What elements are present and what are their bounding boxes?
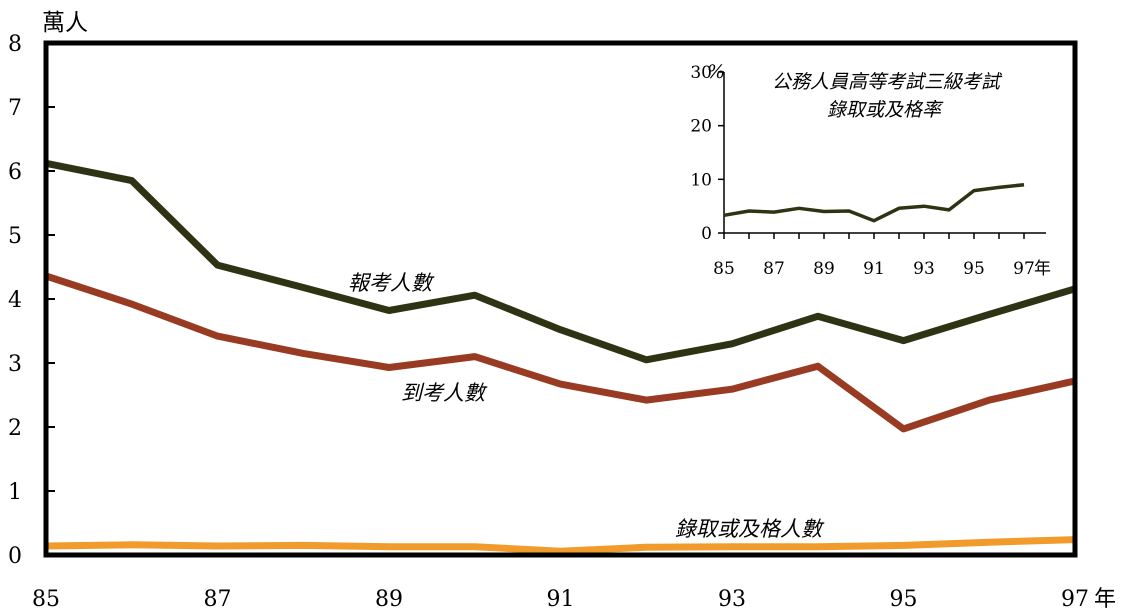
x-axis-year-suffix: 年 bbox=[1094, 587, 1116, 612]
inset-x-tick-label: 87 bbox=[763, 259, 785, 279]
y-tick-label: 2 bbox=[8, 416, 22, 441]
y-tick-label: 0 bbox=[8, 544, 22, 569]
y-tick-label: 4 bbox=[8, 288, 22, 313]
series-line-0 bbox=[45, 159, 1077, 364]
inset-x-tick-label: 85 bbox=[713, 259, 735, 279]
x-tick-label: 89 bbox=[375, 587, 403, 612]
series-line-2 bbox=[45, 536, 1076, 555]
y-tick-label: 6 bbox=[8, 160, 22, 185]
y-tick-label: 5 bbox=[8, 224, 22, 249]
y-tick-label: 1 bbox=[8, 480, 22, 505]
x-tick-label: 95 bbox=[890, 587, 918, 612]
series-label-applicants: 報考人數 bbox=[348, 271, 435, 295]
x-tick-label: 85 bbox=[32, 587, 60, 612]
series-label-examinees: 到考人數 bbox=[401, 381, 488, 405]
inset-y-tick-label: 0 bbox=[701, 224, 712, 244]
inset-y-ticks: 0 10 20 30 bbox=[690, 63, 724, 244]
inset-y-tick-label: 10 bbox=[690, 170, 712, 190]
y-axis-unit-label: 萬人 bbox=[42, 10, 88, 36]
series-label-passed: 錄取或及格人數 bbox=[675, 517, 825, 541]
inset-y-tick-label: 20 bbox=[690, 117, 712, 137]
inset-x-year-suffix: 年 bbox=[1034, 259, 1051, 279]
inset-title-line-2: 錄取或及格率 bbox=[827, 99, 944, 121]
x-tick-label: 93 bbox=[718, 587, 746, 612]
main-series-lines bbox=[44, 159, 1077, 555]
y-tick-label: 3 bbox=[8, 352, 22, 377]
y-tick-label: 7 bbox=[8, 96, 22, 121]
inset-y-unit: % bbox=[707, 61, 725, 83]
inset-title-line-1: 公務人員高等考試三級考試 bbox=[772, 71, 1003, 93]
inset-x-tick-label: 95 bbox=[963, 259, 985, 279]
inset-background bbox=[678, 58, 1054, 290]
x-tick-label: 87 bbox=[204, 587, 232, 612]
inset-x-tick-label: 97 bbox=[1013, 259, 1035, 279]
inset-series-line bbox=[723, 182, 1025, 223]
inset-x-tick-label: 93 bbox=[913, 259, 935, 279]
series-line-1 bbox=[44, 272, 1076, 433]
main-y-ticks: 0 1 2 3 4 5 6 7 8 bbox=[8, 32, 55, 569]
inset-series-lines bbox=[723, 182, 1025, 223]
inset-x-tick-label: 89 bbox=[813, 259, 835, 279]
x-tick-label: 97 bbox=[1061, 587, 1089, 612]
main-x-ticks: 85 87 89 91 93 95 97 bbox=[32, 587, 1089, 612]
inset-x-tick-label: 91 bbox=[863, 259, 885, 279]
y-tick-label: 8 bbox=[8, 32, 22, 57]
x-tick-label: 91 bbox=[547, 587, 575, 612]
inset-x-ticks: 85 87 89 91 93 95 97 bbox=[713, 233, 1035, 279]
inset-y-tick-label: 30 bbox=[690, 63, 712, 83]
